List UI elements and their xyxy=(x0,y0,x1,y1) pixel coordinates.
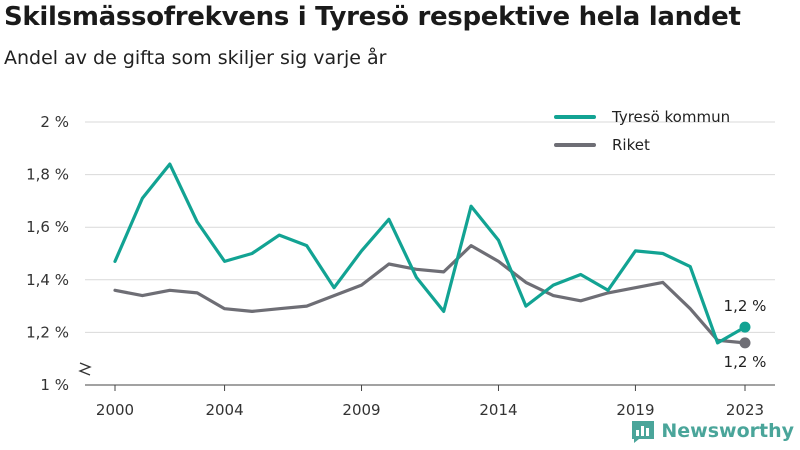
legend-label: Tyresö kommun xyxy=(611,108,730,126)
y-tick-label: 1,6 % xyxy=(26,218,69,236)
x-tick-label: 2009 xyxy=(342,401,380,419)
end-value-label: 1,2 % xyxy=(724,297,767,315)
x-tick-label: 2000 xyxy=(96,401,134,419)
y-tick-label: 1,2 % xyxy=(26,323,69,341)
brand-logo[interactable]: Newsworthy xyxy=(630,418,794,444)
brand-name: Newsworthy xyxy=(661,420,794,442)
x-tick-label: 2023 xyxy=(726,401,764,419)
newsworthy-logo-icon xyxy=(632,421,655,443)
y-tick-label: 1,8 % xyxy=(26,166,69,184)
legend-label: Riket xyxy=(612,136,650,154)
series-end-point xyxy=(739,321,751,333)
series-end-point xyxy=(739,337,751,349)
y-tick-label: 1 % xyxy=(40,376,69,394)
axis-break-icon xyxy=(78,362,92,376)
chart-subtitle: Andel av de gifta som skiljer sig varje … xyxy=(4,47,387,69)
series-line-tyreso xyxy=(113,162,747,345)
y-tick-label: 1,4 % xyxy=(26,271,69,289)
y-tick-label: 2 % xyxy=(40,113,69,131)
end-value-label: 1,2 % xyxy=(724,353,767,371)
x-tick-label: 2004 xyxy=(205,401,243,419)
series-line-riket xyxy=(113,244,747,345)
chart-title: Skilsmässofrekvens i Tyresö respektive h… xyxy=(4,2,741,32)
x-tick-label: 2019 xyxy=(616,401,654,419)
x-tick-label: 2014 xyxy=(479,401,517,419)
